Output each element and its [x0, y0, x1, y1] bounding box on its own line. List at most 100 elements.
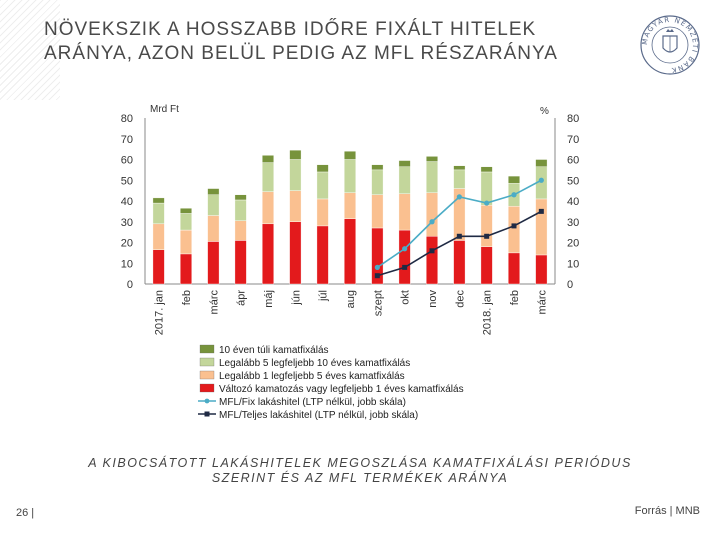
line-point-fix_line [456, 194, 462, 200]
bar-segment-over10 [344, 151, 356, 160]
bar-segment-y1to5 [426, 192, 438, 237]
bar-segment-y1to5 [398, 193, 411, 231]
x-tick-labels: 2017. jan feb márc ápr máj jún júl aug szept okt n… [154, 290, 549, 336]
line-point-fix_line [402, 246, 408, 252]
right-tick-label: 20 [567, 238, 579, 250]
source-note: Forrás | MNB [634, 505, 700, 517]
x-tick-label: feb [181, 290, 193, 305]
line-point-fix_line [429, 219, 435, 225]
left-axis-unit: Mrd Ft [150, 104, 179, 115]
right-tick-label: 80 [567, 113, 579, 125]
legend-label: MFL/Fix lakáshitel (LTP nélkül, jobb ská… [219, 397, 406, 408]
right-tick-label: 10 [567, 258, 579, 270]
bar-segment-over10 [180, 208, 192, 214]
bar-segment-over10 [152, 197, 165, 204]
line-point-total_line [456, 233, 462, 239]
bar-segment-y5to10 [426, 161, 438, 193]
x-tick-label: dec [454, 290, 466, 308]
bar-segment-y1to5 [234, 220, 247, 241]
legend-label: Legalább 1 legfeljebb 5 éves kamatfixálá… [219, 371, 405, 382]
legend-swatch [199, 383, 215, 393]
chart: Mrd Ft % 0 0 10 10 20 20 30 30 40 40 50 50 60 60 70 70 8… [121, 104, 580, 421]
bar-segment-y1to5 [152, 223, 165, 250]
legend-label: Változó kamatozás vagy legfeljebb 1 éves… [219, 384, 464, 395]
right-tick-label: 50 [567, 175, 579, 187]
slide-title: NÖVEKSZIK A HOSSZABB IDŐRE FIXÁLT HITELE… [44, 18, 558, 66]
x-tick-label: feb [509, 290, 521, 305]
bar-segment-y1to5 [371, 194, 384, 229]
bar-segment-variable [508, 252, 520, 285]
x-tick-label: márc [208, 290, 220, 315]
bar-segment-y1to5 [207, 215, 220, 242]
bar-segment-variable [234, 240, 247, 285]
right-tick-label: 40 [567, 196, 579, 208]
bar-segment-variable [398, 229, 411, 285]
right-axis-unit: % [540, 106, 549, 117]
bar-segment-y1to5 [480, 204, 493, 247]
bar-segment-over10 [262, 155, 274, 163]
bar-segment-y5to10 [289, 159, 302, 191]
line-point-total_line [429, 248, 435, 254]
left-tick-label: 80 [121, 113, 133, 125]
right-tick-label: 70 [567, 134, 579, 146]
legend-swatch [199, 370, 215, 380]
bar-segment-y1to5 [344, 192, 356, 219]
bar-segment-variable [289, 221, 302, 285]
bar-segment-variable [316, 225, 329, 285]
bar-segment-y1to5 [508, 205, 520, 254]
bar-segment-over10 [453, 165, 466, 171]
left-tick-label: 10 [121, 258, 133, 270]
x-tick-label: jún [290, 290, 302, 306]
mnb-seal-logo: MAGYAR NEMZETI BANK [640, 15, 700, 75]
line-point-total_line [402, 264, 408, 270]
chart-caption: A KIBOCSÁTOTT LAKÁSHITELEK MEGOSZLÁSA KA… [40, 456, 680, 486]
line-point-fix_line [374, 264, 380, 270]
bar-segment-over10 [371, 164, 384, 171]
bar-segment-y5to10 [344, 159, 356, 193]
x-tick-label: szept [372, 290, 384, 316]
bars [152, 149, 548, 285]
left-tick-label: 50 [121, 175, 133, 187]
bar-segment-variable [535, 254, 548, 285]
title-line-1: NÖVEKSZIK A HOSSZABB IDŐRE FIXÁLT HITELE… [44, 19, 537, 40]
left-tick-label: 0 [127, 279, 133, 291]
bar-segment-y5to10 [180, 213, 192, 231]
bar-segment-y5to10 [152, 202, 165, 225]
bar-segment-variable [453, 240, 466, 285]
bar-segment-y1to5 [289, 190, 302, 222]
bar-segment-over10 [426, 156, 438, 162]
bar-segment-y5to10 [262, 162, 274, 192]
left-tick-label: 60 [121, 155, 133, 167]
bar-segment-y1to5 [316, 198, 329, 227]
bar-segment-over10 [535, 159, 548, 167]
left-tick-label: 20 [121, 238, 133, 250]
bar-segment-y1to5 [262, 191, 274, 225]
bar-segment-over10 [234, 194, 247, 201]
bar-segment-variable [152, 249, 165, 285]
bar-segment-over10 [316, 164, 329, 173]
line-point-fix_line [511, 192, 517, 198]
caption-line-2: SZERINT ÉS AZ MFL TERMÉKEK ARÁNYA [211, 471, 509, 485]
bar-segment-over10 [508, 175, 520, 184]
x-tick-label: júl [318, 290, 330, 302]
line-point-total_line [484, 233, 490, 239]
right-tick-label: 60 [567, 155, 579, 167]
bar-segment-variable [426, 236, 438, 285]
bar-segment-y1to5 [535, 198, 548, 256]
legend-label: MFL/Teljes lakáshitel (LTP nélkül, jobb … [219, 410, 418, 421]
bar-segment-variable [262, 223, 274, 285]
title-line-2: ARÁNYA, AZON BELÜL PEDIG AZ MFL RÉSZARÁN… [44, 43, 558, 64]
line-point-fix_line [484, 200, 490, 206]
bar-segment-variable [344, 218, 356, 285]
left-tick-label: 30 [121, 217, 133, 229]
right-tick-label: 0 [567, 279, 573, 291]
right-tick-label: 30 [567, 217, 579, 229]
x-tick-label: 2018. jan [482, 290, 494, 335]
left-tick-label: 70 [121, 134, 133, 146]
bar-segment-variable [207, 241, 220, 285]
caption-line-1: A KIBOCSÁTOTT LAKÁSHITELEK MEGOSZLÁSA KA… [88, 456, 632, 470]
x-tick-label: nov [427, 290, 439, 308]
decorative-hatch [0, 0, 60, 100]
bar-segment-y5to10 [398, 166, 411, 194]
x-tick-label: 2017. jan [154, 290, 166, 335]
